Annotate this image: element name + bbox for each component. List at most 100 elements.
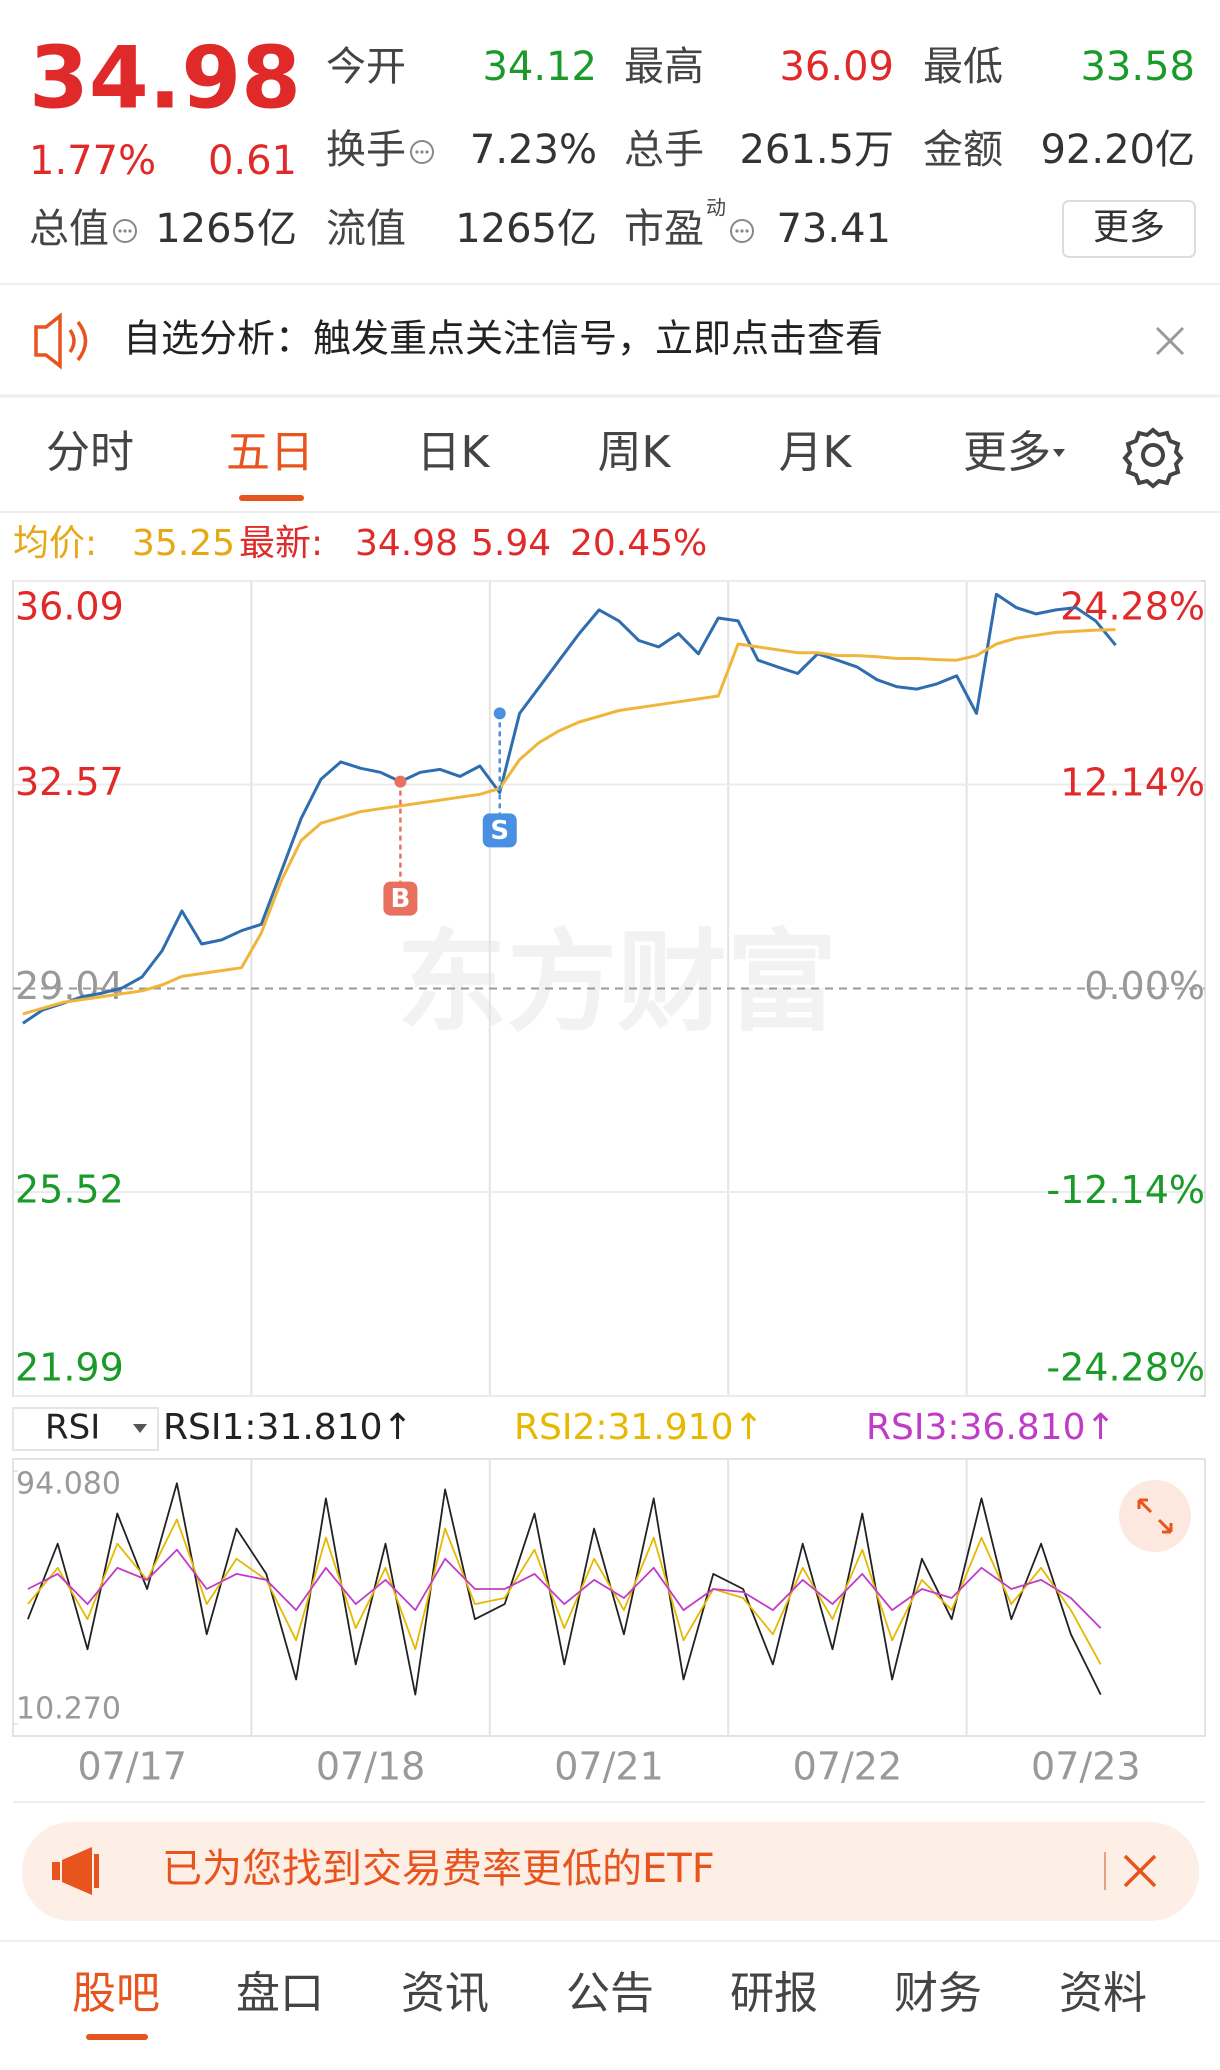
latest-label: 最新:	[239, 523, 323, 564]
info-icon	[730, 219, 754, 243]
stat-value: 92.20亿	[1040, 127, 1195, 173]
stat-sup: 动	[706, 196, 726, 220]
info-dot	[415, 150, 419, 154]
more-button[interactable]	[1062, 200, 1196, 258]
bottom-tab[interactable]: 公告	[566, 1968, 654, 2019]
info-dot	[128, 229, 132, 233]
stat-value: 7.23%	[470, 127, 597, 173]
settings-icon[interactable]	[1122, 427, 1184, 489]
tab[interactable]: 日K	[417, 427, 491, 478]
stat-label: 今开	[326, 44, 406, 90]
selector-caret	[133, 1424, 147, 1433]
y2-tick-label: 24.28%	[1060, 585, 1205, 629]
x-tick-label: 07/18	[316, 1745, 426, 1789]
bottom-tab[interactable]: 资料	[1059, 1968, 1147, 2019]
rsi-frame	[12, 1458, 1206, 1737]
info-dot	[735, 229, 739, 233]
info-icon	[410, 140, 434, 164]
marker-badge	[383, 881, 418, 916]
y2-tick-label: 12.14%	[1060, 760, 1205, 804]
indicator-name: RSI	[45, 1408, 100, 1448]
avg-value: 35.25	[132, 523, 235, 564]
latest-pct: 20.45%	[570, 523, 707, 564]
series-line	[27, 1548, 1102, 1629]
trade-marker	[394, 775, 407, 788]
y-tick-label: 36.09	[15, 585, 124, 629]
y-tick-label: 21.99	[15, 1346, 124, 1390]
legend-entry: RSI3:36.810↑	[866, 1407, 1116, 1448]
more-button-label: 更多	[1093, 207, 1165, 248]
megaphone-icon	[52, 1847, 99, 1895]
change-pct: 1.77%	[29, 138, 156, 184]
y2-tick-label: 0.00%	[1084, 964, 1205, 1008]
tab[interactable]: 分时	[46, 427, 134, 478]
stat-value: 33.58	[1080, 44, 1195, 90]
tab[interactable]: 五日	[226, 427, 314, 478]
tab-caret	[1053, 449, 1065, 457]
trade-marker	[493, 707, 506, 720]
stat-label: 流值	[326, 206, 406, 252]
stat-value: 1265亿	[455, 206, 597, 252]
bottom-tab[interactable]: 财务	[894, 1968, 982, 2019]
rsi-tick-label: 10.270	[16, 1692, 121, 1727]
bottom-tab[interactable]: 研报	[730, 1968, 818, 2019]
info-dot	[745, 229, 749, 233]
info-dot	[740, 229, 744, 233]
stat-label: 总值	[29, 206, 109, 252]
x-tick-label: 07/23	[1031, 1745, 1141, 1789]
stat-value: 34.12	[482, 44, 597, 90]
series-line	[22, 628, 1116, 1016]
series-line	[27, 1482, 1102, 1696]
tab[interactable]: 月K	[779, 427, 853, 478]
price: 34.98	[29, 28, 301, 128]
info-dot	[118, 229, 122, 233]
etf-banner[interactable]	[22, 1822, 1199, 1921]
bottom-tab[interactable]: 资讯	[401, 1968, 489, 2019]
change: 0.61	[208, 138, 297, 184]
x-tick-label: 07/21	[554, 1745, 664, 1789]
stat-label: 最高	[624, 44, 704, 90]
latest-value: 34.98	[355, 523, 458, 564]
stat-label: 最低	[923, 44, 1003, 90]
y-tick-label: 25.52	[15, 1167, 124, 1211]
stat-value: 261.5万	[739, 127, 894, 173]
stat-label: 总手	[624, 127, 704, 173]
legend-entry: RSI1:31.810↑	[163, 1407, 413, 1448]
legend-entry: RSI2:31.910↑	[514, 1407, 764, 1448]
tab[interactable]: 更多	[963, 427, 1051, 478]
close-notice[interactable]	[1155, 326, 1185, 356]
etf-banner-text: 已为您找到交易费率更低的ETF	[162, 1846, 715, 1892]
info-dot	[425, 150, 429, 154]
stat-label: 市盈	[624, 206, 704, 252]
bottom-tab[interactable]: 盘口	[236, 1968, 324, 2019]
stat-value: 73.41	[776, 206, 891, 252]
x-tick-label: 07/22	[793, 1745, 903, 1789]
expand-icon	[1137, 1498, 1173, 1534]
indicator-selector[interactable]	[12, 1407, 159, 1451]
bottom-tab[interactable]: 股吧	[72, 1968, 160, 2019]
y2-tick-label: -24.28%	[1046, 1346, 1205, 1390]
y2-tick-label: -12.14%	[1046, 1168, 1205, 1212]
notice-text: 自选分析：触发重点关注信号，立即点击查看	[123, 317, 883, 361]
watermark: 东方财富	[397, 918, 837, 1046]
info-dot	[420, 150, 424, 154]
expand-button[interactable]	[1119, 1480, 1191, 1552]
marker-label: S	[490, 816, 509, 846]
speaker-icon	[34, 312, 88, 370]
close-banner[interactable]	[1123, 1854, 1157, 1888]
x-tick-label: 07/17	[77, 1745, 187, 1789]
stat-value: 36.09	[779, 44, 894, 90]
series-line	[22, 592, 1117, 1025]
series-line	[27, 1518, 1102, 1665]
tab[interactable]: 周K	[598, 427, 672, 478]
y-tick-label: 32.57	[15, 760, 124, 804]
tab-indicator	[239, 495, 304, 501]
bottom-tab-indicator	[86, 2034, 148, 2040]
info-icon	[113, 219, 137, 243]
avg-label: 均价:	[13, 523, 97, 564]
stat-label: 金额	[923, 127, 1003, 173]
latest-change: 5.94	[471, 523, 551, 564]
